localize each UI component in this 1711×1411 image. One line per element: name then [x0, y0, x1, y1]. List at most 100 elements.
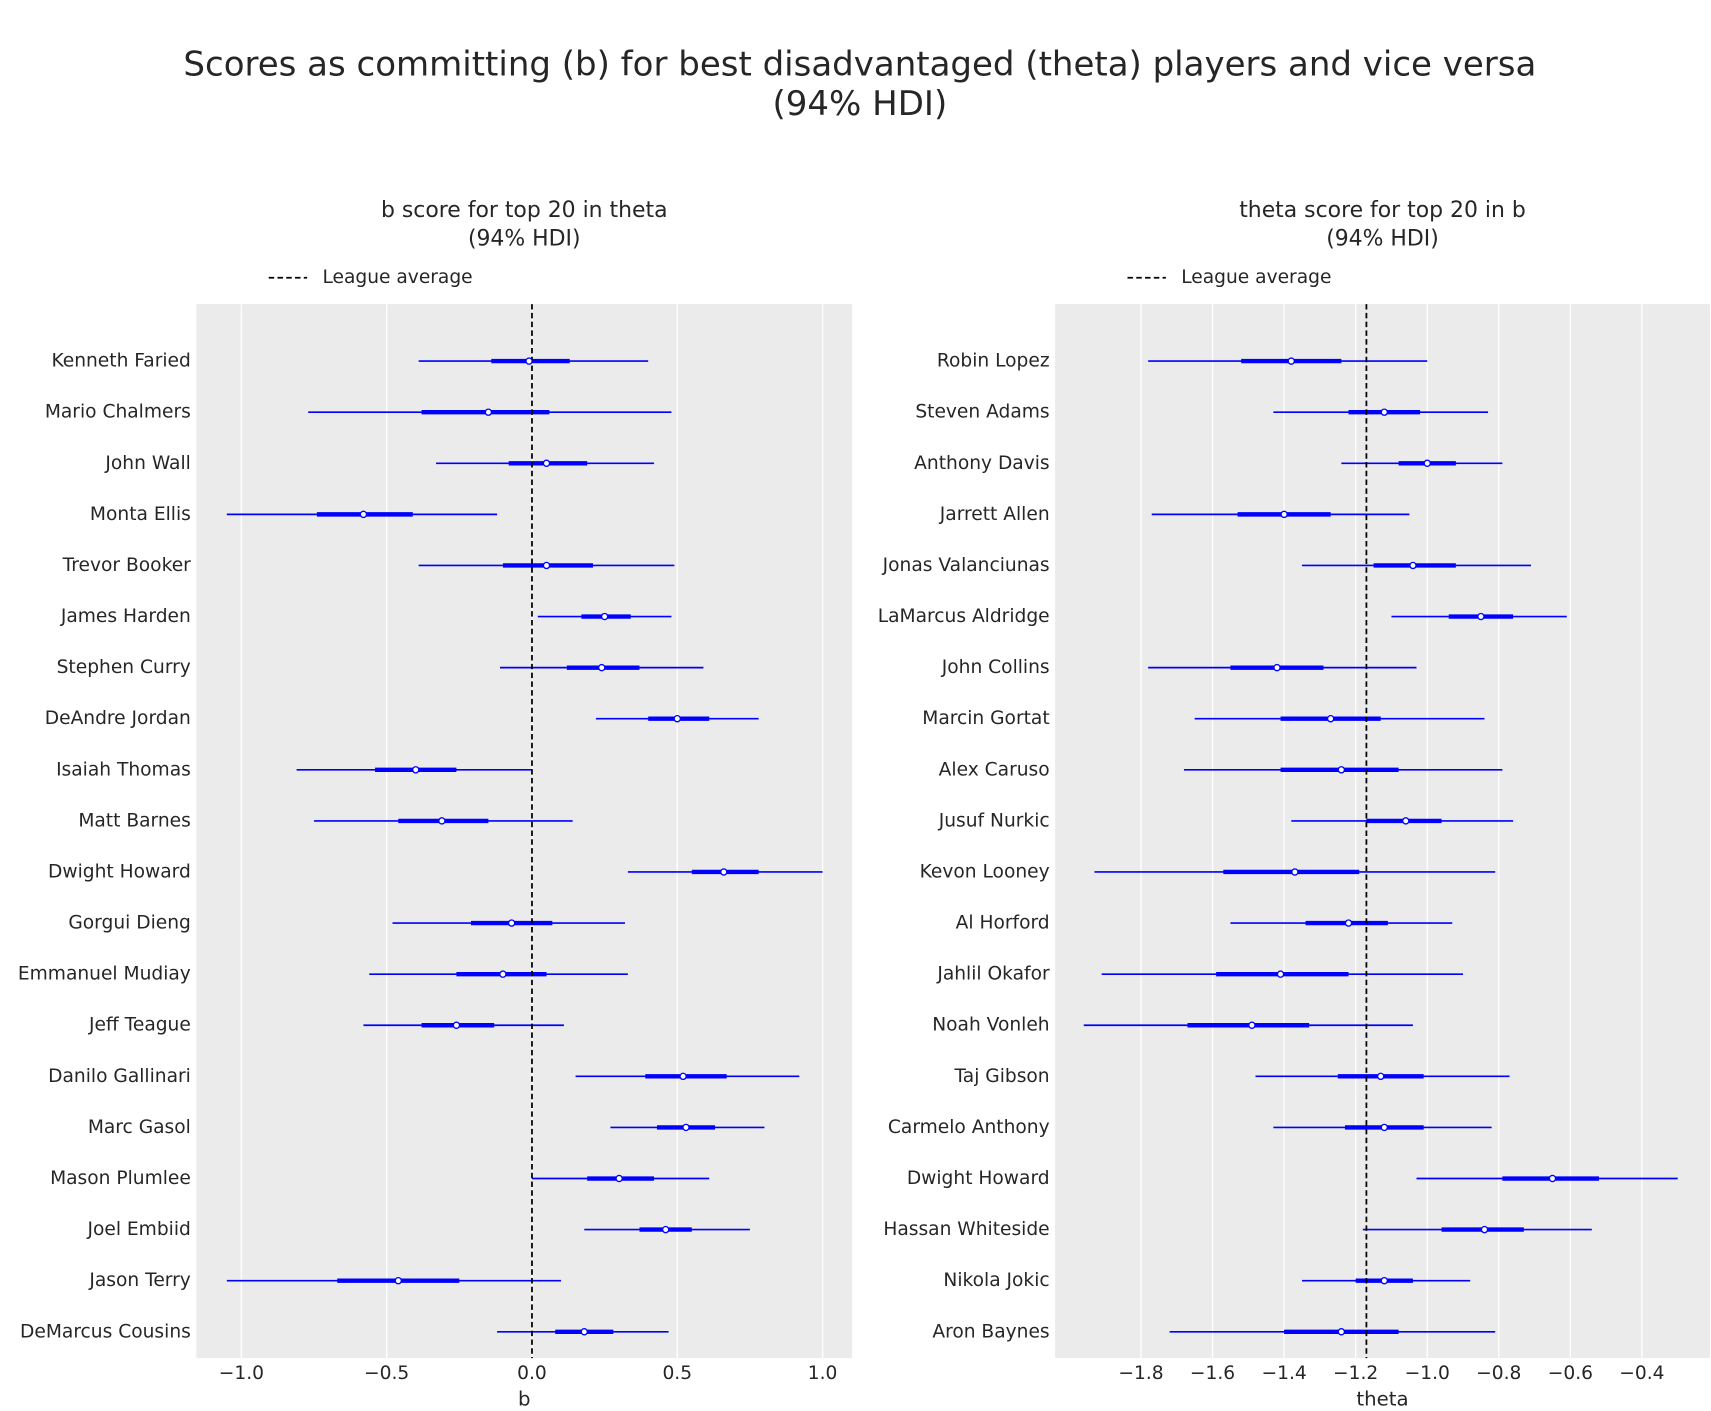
category-label: Jeff Teague: [88, 1015, 191, 1036]
category-label: Hassan Whiteside: [883, 1219, 1049, 1240]
median-point: [1344, 919, 1353, 927]
x-axis-label: b: [518, 1387, 531, 1410]
median-point: [661, 1225, 670, 1234]
category-label: Trevor Booker: [62, 555, 191, 576]
x-tick-label: −0.8: [1476, 1363, 1521, 1384]
panel-title: b score for top 20 in theta: [381, 198, 668, 223]
plot-background: [196, 304, 853, 1359]
category-label: Jusuf Nurkic: [938, 810, 1050, 831]
category-label: Dwight Howard: [907, 1168, 1050, 1189]
median-point: [1477, 612, 1485, 621]
legend-label: League average: [322, 267, 472, 288]
median-point: [1273, 663, 1281, 672]
category-label: Isaiah Thomas: [56, 759, 191, 780]
x-tick-label: −1.2: [1333, 1363, 1378, 1384]
median-point: [1337, 1328, 1346, 1336]
median-point: [542, 561, 551, 570]
category-label: DeAndre Jordan: [45, 708, 191, 729]
median-point: [1280, 510, 1288, 519]
category-label: Marcin Gortat: [922, 708, 1049, 729]
median-point: [1409, 561, 1417, 570]
category-label: Steven Adams: [915, 402, 1049, 423]
category-label: Aron Baynes: [932, 1321, 1049, 1342]
category-label: Mario Chalmers: [45, 402, 191, 423]
median-point: [580, 1328, 589, 1336]
median-point: [1548, 1174, 1557, 1183]
category-label: Emmanuel Mudiay: [18, 964, 191, 985]
median-point: [1380, 1123, 1389, 1132]
category-label: Gorgui Dieng: [68, 913, 190, 934]
median-point: [679, 1072, 687, 1081]
legend-label: League average: [1181, 267, 1331, 288]
x-tick-label: −0.4: [1619, 1363, 1664, 1384]
category-label: Alex Caruso: [939, 759, 1050, 780]
median-point: [359, 510, 368, 519]
median-point: [1337, 766, 1346, 774]
median-point: [411, 766, 420, 774]
median-point: [673, 714, 681, 723]
median-point: [542, 459, 551, 468]
x-tick-label: −1.4: [1261, 1363, 1306, 1384]
category-label: DeMarcus Cousins: [20, 1321, 191, 1342]
category-label: Noah Vonleh: [932, 1015, 1049, 1036]
median-point: [499, 970, 507, 978]
median-point: [1326, 714, 1335, 723]
x-tick-label: −1.0: [219, 1363, 264, 1384]
category-label: Monta Ellis: [90, 504, 191, 525]
category-label: Jarrett Allen: [939, 504, 1050, 525]
median-point: [394, 1276, 403, 1285]
x-tick-label: 0.5: [662, 1363, 692, 1384]
plot-background: [1055, 304, 1710, 1359]
median-point: [1423, 459, 1431, 468]
x-tick-label: −1.8: [1118, 1363, 1163, 1384]
panel-title: (94% HDI): [468, 226, 581, 251]
x-tick-label: −0.6: [1548, 1363, 1593, 1384]
median-point: [1380, 408, 1389, 416]
median-point: [1380, 1276, 1389, 1285]
x-tick-label: −1.0: [1405, 1363, 1450, 1384]
category-label: Matt Barnes: [78, 810, 190, 831]
median-point: [438, 817, 446, 825]
category-label: Mason Plumlee: [50, 1168, 191, 1189]
median-point: [600, 612, 609, 621]
category-label: Marc Gasol: [88, 1117, 191, 1138]
median-point: [525, 357, 533, 365]
median-point: [1402, 817, 1410, 825]
median-point: [1276, 970, 1285, 978]
category-label: John Wall: [104, 453, 190, 474]
median-point: [597, 663, 606, 672]
x-tick-label: −1.6: [1190, 1363, 1235, 1384]
suptitle: (94% HDI): [773, 84, 948, 124]
category-label: Al Horford: [956, 913, 1050, 934]
category-label: Jahlil Okafor: [936, 964, 1050, 985]
category-label: Kevon Looney: [920, 861, 1050, 882]
suptitle: Scores as committing (b) for best disadv…: [183, 45, 1536, 85]
panel-title: theta score for top 20 in b: [1239, 198, 1526, 223]
category-label: Joel Embiid: [86, 1219, 190, 1240]
x-tick-label: 0.0: [517, 1363, 547, 1384]
category-label: Jonas Valanciunas: [882, 555, 1050, 576]
median-point: [452, 1021, 461, 1029]
panel-title: (94% HDI): [1326, 226, 1439, 251]
category-label: Carmelo Anthony: [888, 1117, 1050, 1138]
median-point: [1248, 1021, 1256, 1029]
category-label: LaMarcus Aldridge: [878, 606, 1050, 627]
x-tick-label: −0.5: [364, 1363, 409, 1384]
category-label: John Collins: [941, 657, 1050, 678]
median-point: [615, 1174, 623, 1183]
category-label: Danilo Gallinari: [48, 1066, 191, 1087]
median-point: [1376, 1072, 1385, 1081]
category-label: Nikola Jokic: [943, 1270, 1049, 1291]
median-point: [1291, 868, 1299, 876]
median-point: [507, 919, 516, 927]
category-label: Dwight Howard: [48, 861, 191, 882]
category-label: Anthony Davis: [914, 453, 1049, 474]
x-tick-label: 1.0: [808, 1363, 838, 1384]
category-label: James Harden: [60, 606, 191, 627]
median-point: [1480, 1225, 1489, 1234]
category-label: Kenneth Faried: [51, 351, 190, 372]
median-point: [484, 408, 493, 416]
median-point: [1287, 357, 1295, 365]
